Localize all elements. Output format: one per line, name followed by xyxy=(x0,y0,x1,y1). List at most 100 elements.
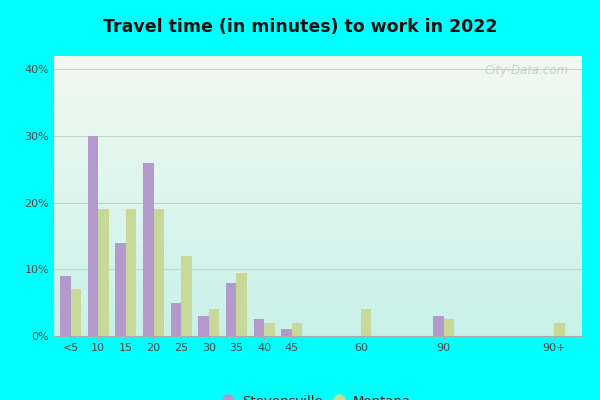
Bar xyxy=(54,92,582,94)
Bar xyxy=(54,202,582,203)
Bar xyxy=(54,290,582,291)
Bar xyxy=(54,234,582,235)
Bar xyxy=(54,60,582,62)
Bar xyxy=(54,298,582,300)
Bar xyxy=(54,248,582,249)
Bar xyxy=(54,154,582,155)
Bar xyxy=(54,270,582,272)
Bar xyxy=(54,252,582,254)
Bar xyxy=(54,114,582,115)
Bar xyxy=(54,265,582,266)
Bar xyxy=(54,186,582,188)
Bar xyxy=(54,59,582,60)
Bar xyxy=(54,64,582,66)
Bar xyxy=(54,188,582,189)
Bar xyxy=(54,168,582,170)
Bar xyxy=(54,250,582,252)
Bar xyxy=(54,259,582,260)
Bar xyxy=(54,143,582,144)
Bar xyxy=(54,207,582,209)
Bar xyxy=(54,258,582,259)
Bar xyxy=(54,231,582,232)
Bar xyxy=(54,185,582,186)
Bar xyxy=(54,311,582,312)
Bar xyxy=(54,73,582,74)
Bar xyxy=(54,69,582,70)
Bar xyxy=(181,256,191,336)
Bar xyxy=(54,111,582,112)
Bar xyxy=(54,273,582,274)
Bar xyxy=(54,101,582,102)
Bar xyxy=(54,133,582,134)
Bar xyxy=(292,323,302,336)
Bar xyxy=(54,272,582,273)
Bar xyxy=(54,140,582,141)
Bar xyxy=(54,277,582,279)
Bar xyxy=(54,118,582,119)
Bar xyxy=(54,302,582,304)
Bar xyxy=(54,136,582,137)
Bar xyxy=(54,291,582,293)
Bar xyxy=(54,241,582,242)
Bar xyxy=(54,189,582,190)
Bar xyxy=(54,81,582,83)
Bar xyxy=(54,125,582,126)
Bar xyxy=(54,312,582,314)
Bar xyxy=(54,84,582,85)
Bar xyxy=(54,74,582,76)
Bar xyxy=(54,262,582,263)
Bar xyxy=(54,58,582,59)
Bar xyxy=(54,142,582,143)
Bar xyxy=(54,333,582,334)
Bar xyxy=(54,267,582,269)
Bar xyxy=(54,119,582,120)
Bar xyxy=(54,170,582,171)
Bar xyxy=(54,106,582,108)
Bar xyxy=(54,297,582,298)
Bar xyxy=(54,282,582,283)
Bar xyxy=(54,158,582,160)
Bar xyxy=(54,172,582,174)
Bar xyxy=(54,157,582,158)
Bar xyxy=(54,182,582,183)
Bar xyxy=(54,230,582,231)
Bar xyxy=(54,315,582,316)
Bar xyxy=(126,209,136,336)
Bar xyxy=(54,213,582,214)
Bar xyxy=(54,294,582,295)
Bar xyxy=(54,151,582,152)
Bar xyxy=(54,224,582,226)
Bar xyxy=(54,94,582,95)
Bar xyxy=(54,269,582,270)
Bar xyxy=(54,175,582,176)
Bar xyxy=(54,236,582,238)
Bar xyxy=(554,323,565,336)
Bar xyxy=(54,254,582,255)
Bar xyxy=(54,144,582,146)
Bar xyxy=(54,218,582,220)
Bar xyxy=(281,329,292,336)
Bar xyxy=(54,209,582,210)
Bar xyxy=(71,289,81,336)
Bar xyxy=(54,322,582,323)
Bar xyxy=(54,122,582,123)
Bar xyxy=(54,308,582,310)
Bar xyxy=(54,328,582,329)
Bar xyxy=(54,280,582,282)
Bar xyxy=(54,129,582,130)
Bar xyxy=(54,88,582,90)
Bar xyxy=(54,87,582,88)
Bar xyxy=(54,293,582,294)
Bar xyxy=(54,329,582,330)
Bar xyxy=(54,211,582,213)
Bar xyxy=(54,235,582,237)
Bar xyxy=(54,123,582,125)
Bar xyxy=(54,266,582,267)
Bar xyxy=(54,104,582,105)
Bar xyxy=(54,78,582,80)
Bar xyxy=(433,316,444,336)
Bar xyxy=(209,309,220,336)
Bar xyxy=(54,174,582,175)
Bar xyxy=(54,178,582,179)
Bar xyxy=(54,284,582,286)
